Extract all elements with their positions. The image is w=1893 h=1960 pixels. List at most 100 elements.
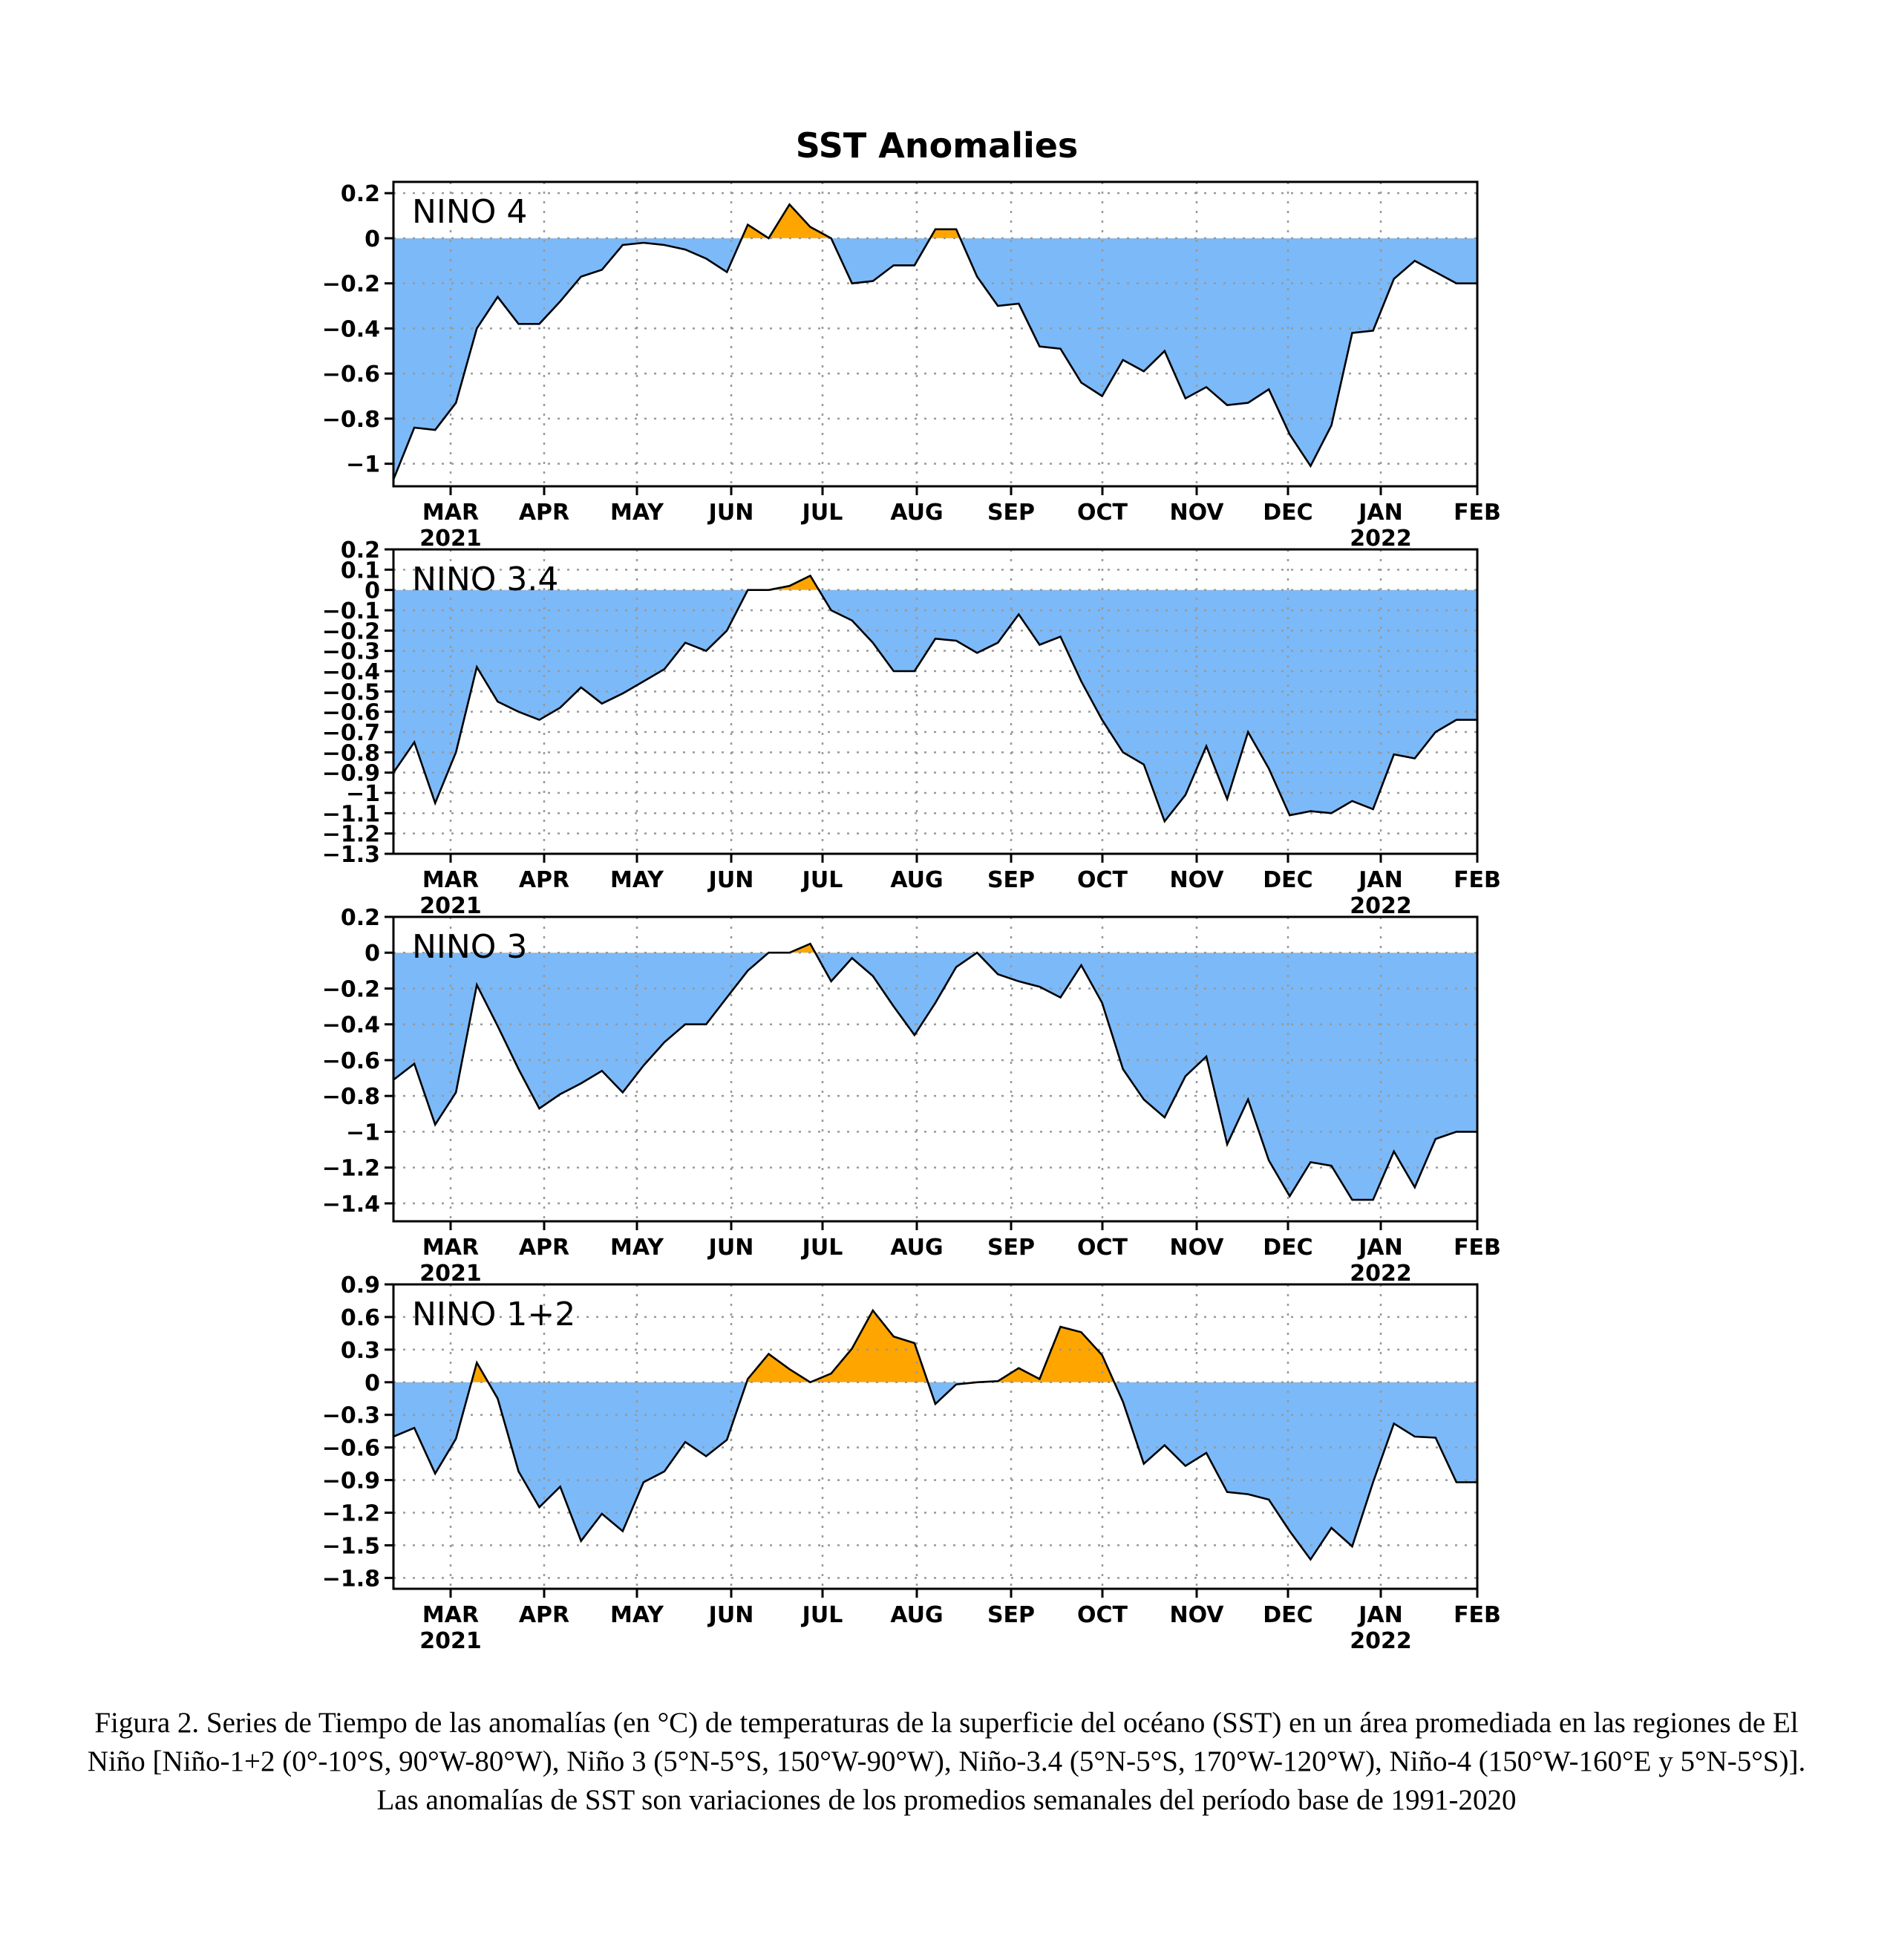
grid xyxy=(393,549,1479,854)
y-tick-label: 0 xyxy=(364,578,380,604)
x-tick-label: SEP xyxy=(987,867,1035,893)
x-tick-label: NOV xyxy=(1169,1602,1224,1628)
x-tick-label: JAN xyxy=(1357,500,1403,526)
negative-anomaly-area xyxy=(393,1382,1477,1560)
x-tick-label: NOV xyxy=(1169,867,1224,893)
x-year-label: 2021 xyxy=(419,526,482,552)
y-tick-label: −0.6 xyxy=(322,700,380,726)
y-tick-label: 0.9 xyxy=(341,1273,380,1298)
x-tick-label: JUL xyxy=(801,867,843,893)
negative-anomaly-area xyxy=(393,953,1477,1200)
panel-label: NINO 4 xyxy=(412,193,527,231)
x-year-label: 2022 xyxy=(1350,893,1412,919)
y-tick-label: −0.8 xyxy=(322,740,380,766)
panel-label: NINO 3 xyxy=(412,928,527,966)
panel-nino-4: 0.2 0 −0.2 −0.4 −0.6 −0.8 −1 MAR APR MAY JUN JUL AUG… xyxy=(322,180,1501,552)
x-tick-label: AUG xyxy=(890,1602,943,1628)
x-tick-label: JUL xyxy=(801,500,843,526)
y-tick-label: −1.5 xyxy=(322,1533,380,1559)
panel-nino-1-2: 0.9 0.6 0.3 0 −0.3 −0.6 −0.9 −1.2 −1.5 −1.8 MAR APR… xyxy=(322,1273,1501,1654)
figure-caption: Figura 2. Series de Tiempo de las anomal… xyxy=(87,1707,1806,1816)
y-tick-label: −1 xyxy=(346,452,380,478)
plot-frame xyxy=(392,915,1479,1223)
x-year-label: 2022 xyxy=(1350,1628,1412,1654)
x-axis: MAR APR MAY JUN JUL AUG SEP OCT NOV DEC JAN FEB 2021… xyxy=(419,854,1501,919)
x-tick-label: FEB xyxy=(1454,1602,1501,1628)
x-tick-label: JUN xyxy=(707,1602,754,1628)
y-tick-label: 0.2 xyxy=(341,538,380,564)
series-line xyxy=(393,203,1477,480)
y-axis: 0.20.10−0.1−0.2−0.3−0.4−0.5−0.6−0.7−0.8−… xyxy=(322,538,393,868)
y-tick-label: 0.1 xyxy=(341,558,380,584)
series-line xyxy=(393,1308,1477,1561)
y-tick-label: −0.9 xyxy=(322,1469,380,1494)
anomaly-fills xyxy=(393,204,1477,480)
panel-nino-3-4: 0.20.10−0.1−0.2−0.3−0.4−0.5−0.6−0.7−0.8−… xyxy=(322,538,1501,919)
anomaly-fills xyxy=(393,575,1477,822)
x-tick-label: MAR xyxy=(422,1602,479,1628)
x-tick-label: JUL xyxy=(801,1602,843,1628)
panels-container: 0.2 0 −0.2 −0.4 −0.6 −0.8 −1 MAR APR MAY JUN JUL AUG… xyxy=(322,180,1501,1654)
panel-label: NINO 1+2 xyxy=(412,1296,575,1333)
y-tick-label: −0.3 xyxy=(322,639,380,665)
x-tick-label: APR xyxy=(519,1602,569,1628)
x-tick-label: MAR xyxy=(422,867,479,893)
x-tick-label: OCT xyxy=(1077,1235,1128,1261)
x-tick-label: SEP xyxy=(987,1602,1035,1628)
x-year-label: 2022 xyxy=(1350,1261,1412,1287)
figure-title: SST Anomalies xyxy=(796,125,1079,166)
x-tick-label: NOV xyxy=(1169,1235,1224,1261)
y-tick-label: −1.3 xyxy=(322,842,380,868)
x-tick-label: AUG xyxy=(890,500,943,526)
x-tick-label: DEC xyxy=(1263,1602,1312,1628)
x-tick-label: DEC xyxy=(1263,500,1312,526)
x-tick-label: JAN xyxy=(1357,1235,1403,1261)
x-year-label: 2021 xyxy=(419,1261,482,1287)
x-tick-label: MAR xyxy=(422,1235,479,1261)
x-tick-label: SEP xyxy=(987,500,1035,526)
x-tick-label: OCT xyxy=(1077,1602,1128,1628)
x-tick-label: FEB xyxy=(1454,1235,1501,1261)
y-tick-label: 0 xyxy=(364,226,380,252)
y-tick-label: −1.2 xyxy=(322,822,380,848)
y-tick-label: −1 xyxy=(346,781,380,807)
x-tick-label: JAN xyxy=(1357,1602,1403,1628)
negative-anomaly-area xyxy=(393,589,1477,822)
x-tick-label: FEB xyxy=(1454,500,1501,526)
grid xyxy=(393,1284,1479,1589)
x-year-label: 2021 xyxy=(419,893,482,919)
positive-anomaly-area xyxy=(471,1310,1114,1382)
y-tick-label: −0.2 xyxy=(322,976,380,1002)
y-tick-label: −0.6 xyxy=(322,1048,380,1074)
x-year-label: 2021 xyxy=(419,1628,482,1654)
y-tick-label: −0.8 xyxy=(322,1084,380,1110)
plot-frame xyxy=(392,180,1479,488)
panel-label: NINO 3.4 xyxy=(412,561,558,598)
anomaly-fills xyxy=(393,1310,1477,1560)
y-tick-label: −1.4 xyxy=(322,1192,380,1218)
y-tick-label: −0.7 xyxy=(322,720,380,746)
anomaly-fills xyxy=(393,944,1477,1200)
x-tick-label: NOV xyxy=(1169,500,1224,526)
x-axis: MAR APR MAY JUN JUL AUG SEP OCT NOV DEC JAN FEB 2021… xyxy=(419,1589,1501,1654)
y-tick-label: −1.1 xyxy=(322,801,380,827)
y-tick-label: −0.3 xyxy=(322,1403,380,1429)
y-axis: 0.2 0 −0.2 −0.4 −0.6 −0.8 −1 xyxy=(322,181,393,478)
y-tick-label: 0.3 xyxy=(341,1338,380,1364)
x-tick-label: APR xyxy=(519,1235,569,1261)
panel-nino-3: 0.2 0 −0.2 −0.4 −0.6 −0.8 −1 −1.2 −1.4 MAR APR MAY J… xyxy=(322,905,1501,1287)
y-tick-label: −1.8 xyxy=(322,1566,380,1592)
y-tick-label: 0.2 xyxy=(341,905,380,931)
y-tick-label: −0.4 xyxy=(322,1013,380,1039)
x-tick-label: JUN xyxy=(707,1235,754,1261)
y-tick-label: 0 xyxy=(364,1371,380,1396)
y-axis: 0.9 0.6 0.3 0 −0.3 −0.6 −0.9 −1.2 −1.5 −1.8 xyxy=(322,1273,393,1592)
y-tick-label: 0.2 xyxy=(341,181,380,207)
x-tick-label: OCT xyxy=(1077,867,1128,893)
y-tick-label: −1 xyxy=(346,1120,380,1146)
series-line xyxy=(393,942,1477,1201)
positive-anomaly-area xyxy=(768,944,978,953)
y-tick-label: −0.4 xyxy=(322,659,380,685)
x-tick-label: DEC xyxy=(1263,1235,1312,1261)
